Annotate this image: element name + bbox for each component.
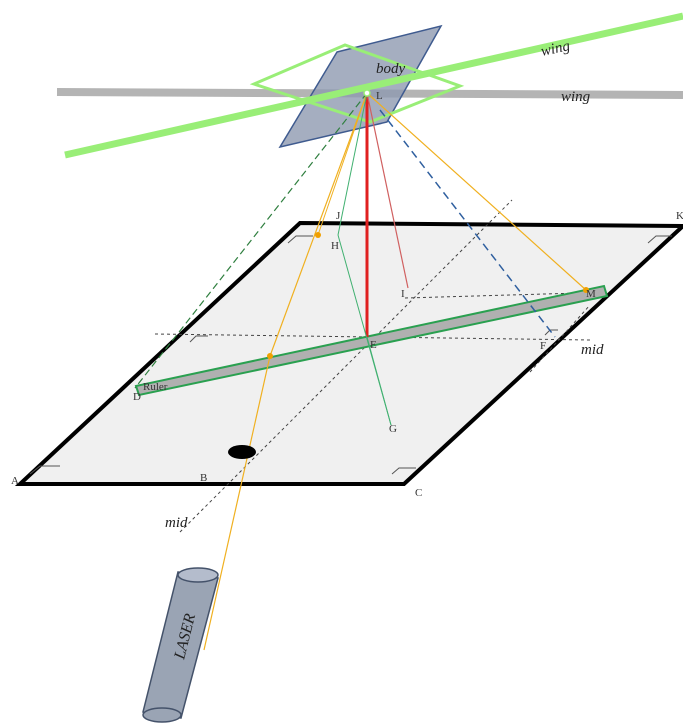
ruler-label: Ruler: [143, 381, 168, 393]
point-K: K: [676, 210, 683, 222]
mid-right-label: mid: [581, 342, 604, 358]
point-A: A: [11, 475, 19, 487]
wing-top-label: wing: [540, 38, 572, 60]
sight-lines: [134, 92, 587, 651]
point-B: B: [200, 472, 207, 484]
wing-mid-label: wing: [561, 89, 591, 105]
point-F: F: [540, 340, 546, 352]
point-E: E: [370, 339, 377, 351]
laser-device: [142, 567, 219, 723]
wing-green: [64, 12, 683, 159]
point-L-marker: [363, 89, 371, 97]
ruler-bar: [134, 284, 609, 397]
point-L: L: [376, 90, 383, 102]
point-J: J: [336, 210, 341, 222]
hole-ellipse: [228, 445, 256, 459]
mid-bottom-label: mid: [165, 515, 188, 531]
point-I: I: [401, 288, 405, 300]
body-label: body: [376, 61, 406, 77]
body-green-outline: [249, 43, 465, 124]
point-G: G: [389, 423, 397, 435]
point-H: H: [331, 240, 339, 252]
markers: [267, 232, 589, 359]
point-D: D: [133, 391, 141, 403]
point-M: M: [586, 288, 596, 300]
point-C: C: [415, 487, 422, 499]
corner-marks: [29, 235, 672, 475]
